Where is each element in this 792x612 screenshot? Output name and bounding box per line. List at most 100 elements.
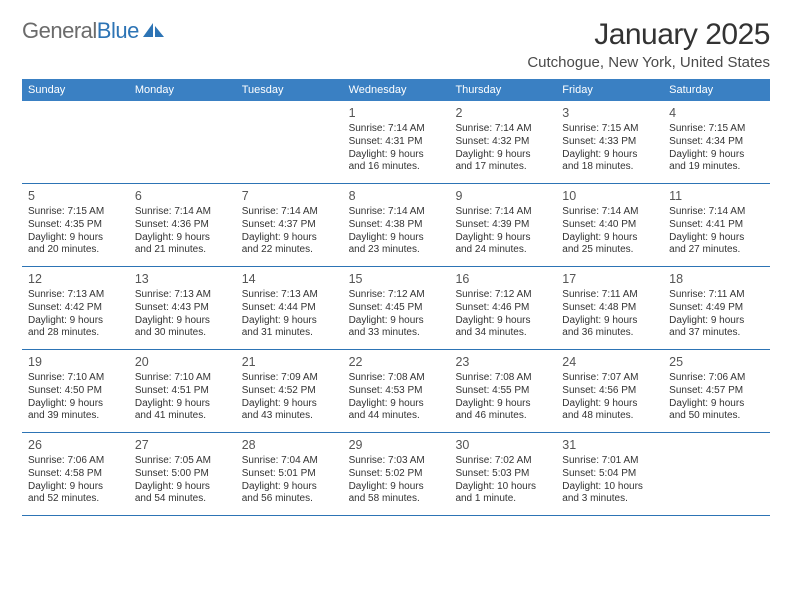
day-detail-line: and 41 minutes. [135, 410, 230, 423]
day-detail-line: Daylight: 9 hours [349, 149, 444, 162]
week-row: 5Sunrise: 7:15 AMSunset: 4:35 PMDaylight… [22, 184, 770, 267]
day-cell: 3Sunrise: 7:15 AMSunset: 4:33 PMDaylight… [556, 101, 663, 183]
weekday-saturday: Saturday [663, 79, 770, 101]
day-cell: 24Sunrise: 7:07 AMSunset: 4:56 PMDayligh… [556, 350, 663, 432]
day-detail-line: Daylight: 9 hours [242, 315, 337, 328]
day-cell: 5Sunrise: 7:15 AMSunset: 4:35 PMDaylight… [22, 184, 129, 266]
day-detail-line: Sunset: 4:50 PM [28, 385, 123, 398]
day-detail-line: Sunset: 4:49 PM [669, 302, 764, 315]
day-cell: 16Sunrise: 7:12 AMSunset: 4:46 PMDayligh… [449, 267, 556, 349]
day-cell: 20Sunrise: 7:10 AMSunset: 4:51 PMDayligh… [129, 350, 236, 432]
day-empty [22, 101, 129, 183]
day-detail-line: Sunset: 4:33 PM [562, 136, 657, 149]
day-detail-line: Sunrise: 7:05 AM [135, 455, 230, 468]
day-detail-line: Sunset: 4:52 PM [242, 385, 337, 398]
day-cell: 6Sunrise: 7:14 AMSunset: 4:36 PMDaylight… [129, 184, 236, 266]
day-cell: 23Sunrise: 7:08 AMSunset: 4:55 PMDayligh… [449, 350, 556, 432]
day-cell: 13Sunrise: 7:13 AMSunset: 4:43 PMDayligh… [129, 267, 236, 349]
day-detail-line: and 46 minutes. [455, 410, 550, 423]
day-detail-line: and 30 minutes. [135, 327, 230, 340]
day-number: 3 [562, 105, 657, 121]
calendar: SundayMondayTuesdayWednesdayThursdayFrid… [22, 79, 770, 516]
day-detail-line: Sunrise: 7:04 AM [242, 455, 337, 468]
day-number: 27 [135, 437, 230, 453]
day-cell: 25Sunrise: 7:06 AMSunset: 4:57 PMDayligh… [663, 350, 770, 432]
day-detail-line: Daylight: 9 hours [349, 315, 444, 328]
day-detail-line: Daylight: 9 hours [455, 149, 550, 162]
day-number: 19 [28, 354, 123, 370]
weekday-sunday: Sunday [22, 79, 129, 101]
day-detail-line: Sunset: 4:58 PM [28, 468, 123, 481]
day-detail-line: Sunset: 5:04 PM [562, 468, 657, 481]
weekday-row: SundayMondayTuesdayWednesdayThursdayFrid… [22, 79, 770, 101]
day-detail-line: Sunset: 5:02 PM [349, 468, 444, 481]
day-detail-line: Sunrise: 7:03 AM [349, 455, 444, 468]
day-detail-line: Daylight: 9 hours [28, 315, 123, 328]
day-detail-line: Sunrise: 7:09 AM [242, 372, 337, 385]
day-number: 21 [242, 354, 337, 370]
day-number: 18 [669, 271, 764, 287]
day-detail-line: Sunrise: 7:10 AM [135, 372, 230, 385]
day-detail-line: and 54 minutes. [135, 493, 230, 506]
day-cell: 28Sunrise: 7:04 AMSunset: 5:01 PMDayligh… [236, 433, 343, 515]
day-detail-line: and 58 minutes. [349, 493, 444, 506]
day-cell: 22Sunrise: 7:08 AMSunset: 4:53 PMDayligh… [343, 350, 450, 432]
week-row: 12Sunrise: 7:13 AMSunset: 4:42 PMDayligh… [22, 267, 770, 350]
day-detail-line: Sunset: 4:34 PM [669, 136, 764, 149]
day-empty [663, 433, 770, 515]
day-number: 12 [28, 271, 123, 287]
day-detail-line: Sunrise: 7:13 AM [28, 289, 123, 302]
day-number: 1 [349, 105, 444, 121]
day-detail-line: Sunset: 4:36 PM [135, 219, 230, 232]
day-number: 14 [242, 271, 337, 287]
day-detail-line: and 44 minutes. [349, 410, 444, 423]
day-detail-line: Sunset: 4:42 PM [28, 302, 123, 315]
day-detail-line: Daylight: 9 hours [349, 232, 444, 245]
day-detail-line: Sunrise: 7:12 AM [455, 289, 550, 302]
day-detail-line: Daylight: 9 hours [135, 398, 230, 411]
day-detail-line: Sunset: 4:38 PM [349, 219, 444, 232]
day-cell: 9Sunrise: 7:14 AMSunset: 4:39 PMDaylight… [449, 184, 556, 266]
day-detail-line: Daylight: 9 hours [562, 149, 657, 162]
day-detail-line: Daylight: 9 hours [135, 481, 230, 494]
day-detail-line: and 24 minutes. [455, 244, 550, 257]
day-cell: 10Sunrise: 7:14 AMSunset: 4:40 PMDayligh… [556, 184, 663, 266]
day-detail-line: Daylight: 9 hours [28, 481, 123, 494]
day-detail-line: Daylight: 9 hours [455, 232, 550, 245]
day-number: 5 [28, 188, 123, 204]
day-detail-line: Sunset: 4:31 PM [349, 136, 444, 149]
day-detail-line: Daylight: 9 hours [669, 232, 764, 245]
day-detail-line: and 39 minutes. [28, 410, 123, 423]
day-detail-line: Sunrise: 7:06 AM [669, 372, 764, 385]
day-detail-line: Daylight: 9 hours [242, 232, 337, 245]
day-detail-line: and 31 minutes. [242, 327, 337, 340]
day-cell: 17Sunrise: 7:11 AMSunset: 4:48 PMDayligh… [556, 267, 663, 349]
day-cell: 2Sunrise: 7:14 AMSunset: 4:32 PMDaylight… [449, 101, 556, 183]
day-number: 10 [562, 188, 657, 204]
day-detail-line: Daylight: 9 hours [135, 315, 230, 328]
location: Cutchogue, New York, United States [527, 54, 770, 71]
day-detail-line: Sunrise: 7:15 AM [669, 123, 764, 136]
day-cell: 26Sunrise: 7:06 AMSunset: 4:58 PMDayligh… [22, 433, 129, 515]
day-number: 23 [455, 354, 550, 370]
day-detail-line: Daylight: 9 hours [242, 398, 337, 411]
day-detail-line: Sunset: 4:48 PM [562, 302, 657, 315]
title-block: January 2025 Cutchogue, New York, United… [527, 18, 770, 71]
day-number: 22 [349, 354, 444, 370]
day-detail-line: Sunrise: 7:15 AM [28, 206, 123, 219]
day-detail-line: and 56 minutes. [242, 493, 337, 506]
day-detail-line: Sunset: 4:56 PM [562, 385, 657, 398]
day-cell: 8Sunrise: 7:14 AMSunset: 4:38 PMDaylight… [343, 184, 450, 266]
day-detail-line: Sunset: 4:53 PM [349, 385, 444, 398]
day-detail-line: Sunrise: 7:11 AM [669, 289, 764, 302]
day-cell: 11Sunrise: 7:14 AMSunset: 4:41 PMDayligh… [663, 184, 770, 266]
day-cell: 1 Sunrise: 7:14 AMSunset: 4:31 PMDaylight… [343, 101, 450, 183]
day-detail-line: Sunrise: 7:14 AM [349, 123, 444, 136]
day-detail-line: Daylight: 9 hours [349, 481, 444, 494]
logo-text-blue: Blue [97, 18, 139, 44]
day-detail-line: Sunset: 4:55 PM [455, 385, 550, 398]
logo-text-gray: General [22, 18, 97, 44]
day-number: 24 [562, 354, 657, 370]
day-detail-line: Daylight: 10 hours [562, 481, 657, 494]
day-cell: 21 Sunrise: 7:09 AMSunset: 4:52 PMDayligh… [236, 350, 343, 432]
